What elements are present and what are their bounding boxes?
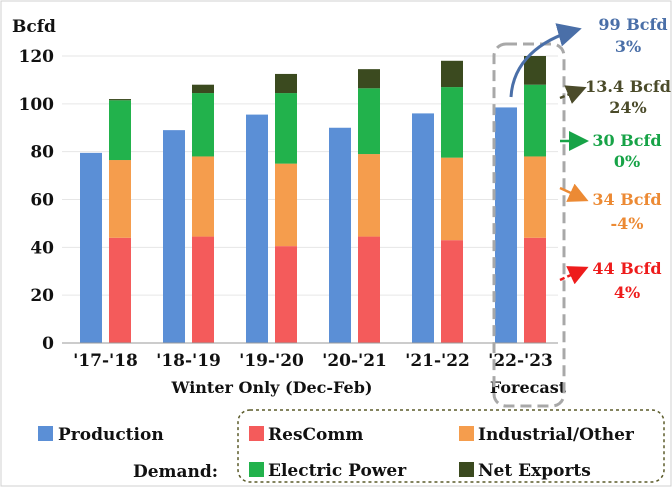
y-tick-label: 0 — [42, 334, 54, 354]
bar-production — [163, 130, 185, 343]
net-exports-annotation-value: 13.4 Bcfd — [585, 77, 671, 96]
bar-production — [412, 113, 434, 344]
legend-label-industrial: Industrial/Other — [478, 425, 635, 445]
legend-swatch-rescomm — [249, 426, 264, 441]
bar-rescomm — [192, 236, 214, 343]
rescomm-annotation-value: 44 Bcfd — [592, 259, 661, 278]
bar-electric-power — [275, 93, 297, 164]
forecast-highlight-box — [492, 42, 566, 408]
net-exports-annotation-change: 24% — [609, 98, 646, 117]
x-category-label: '20-'21 — [322, 351, 387, 371]
bar-electric-power — [192, 93, 214, 157]
legend-swatch-electric-power — [249, 462, 264, 477]
gridlines — [62, 55, 558, 296]
y-tick-label: 120 — [19, 47, 55, 67]
bar-industrial-other — [275, 163, 297, 247]
bar-production — [80, 152, 102, 343]
bar-net-exports — [524, 56, 546, 85]
legend-demand-label: Demand: — [133, 462, 218, 482]
production-arrow — [509, 23, 582, 98]
y-tick-label: 40 — [30, 238, 54, 258]
bar-industrial-other — [192, 156, 214, 237]
bar-industrial-other — [358, 154, 380, 237]
bar-rescomm — [109, 237, 131, 343]
legend-label-electric-power: Electric Power — [268, 461, 407, 481]
bar-electric-power — [109, 100, 131, 161]
x-category-label: '18-'19 — [156, 351, 221, 371]
x-category-label: '19-'20 — [239, 351, 304, 371]
bar-industrial-other — [524, 156, 546, 238]
legend-label-rescomm: ResComm — [268, 425, 363, 445]
forecast-label: Forecast — [490, 378, 567, 397]
bar-electric-power — [441, 87, 463, 158]
bar-net-exports — [358, 69, 380, 89]
bar-production — [495, 107, 517, 343]
demand-legend-box — [237, 409, 665, 483]
bar-net-exports — [275, 73, 297, 94]
bar-rescomm — [358, 236, 380, 343]
bar-production — [329, 127, 351, 343]
y-tick-label: 80 — [30, 143, 54, 163]
net-exports-arrow — [559, 85, 587, 104]
bar-net-exports — [192, 84, 214, 94]
production-annotation-value: 99 Bcfd — [598, 15, 667, 34]
electric-power-annotation-change: 0% — [614, 152, 640, 171]
industrial-arrow — [559, 183, 589, 202]
y-tick-label: 60 — [30, 191, 54, 211]
x-axis-note: Winter Only (Dec-Feb) — [171, 378, 373, 397]
y-tick-label: 100 — [19, 95, 55, 115]
bars — [80, 56, 546, 344]
bar-net-exports — [441, 60, 463, 88]
legend-swatch-net-exports — [459, 462, 474, 477]
y-axis-label: Bcfd — [12, 17, 56, 37]
industrial-annotation-value: 34 Bcfd — [592, 190, 661, 209]
rescomm-arrow — [559, 266, 589, 285]
bar-rescomm — [275, 246, 297, 343]
rescomm-annotation-change: 4% — [614, 283, 640, 302]
legend-label-production: Production — [58, 425, 164, 445]
bar-production — [246, 114, 268, 344]
x-category-label: '21-'22 — [405, 351, 470, 371]
industrial-annotation-change: -4% — [611, 214, 644, 233]
bar-rescomm — [441, 240, 463, 343]
x-category-label: '22-'23 — [488, 351, 553, 371]
legend-label-net-exports: Net Exports — [478, 461, 591, 481]
legend-swatch-industrial — [459, 426, 474, 441]
x-category-labels: '17-'18 '18-'19 '19-'20 '20-'21 '21-'22 '22-'… — [73, 351, 553, 371]
bar-rescomm — [524, 237, 546, 343]
y-tick-label: 20 — [30, 286, 54, 306]
electric-power-annotation-value: 30 Bcfd — [592, 131, 661, 150]
y-tick-labels: 0 20 40 60 80 100 120 — [19, 47, 55, 354]
bar-electric-power — [358, 88, 380, 155]
legend-swatch-production — [38, 426, 53, 441]
bar-electric-power — [524, 84, 546, 157]
bar-industrial-other — [109, 160, 131, 238]
bar-industrial-other — [441, 157, 463, 241]
production-annotation-change: 3% — [615, 37, 641, 56]
x-category-label: '17-'18 — [73, 351, 138, 371]
bar-net-exports — [109, 99, 131, 101]
